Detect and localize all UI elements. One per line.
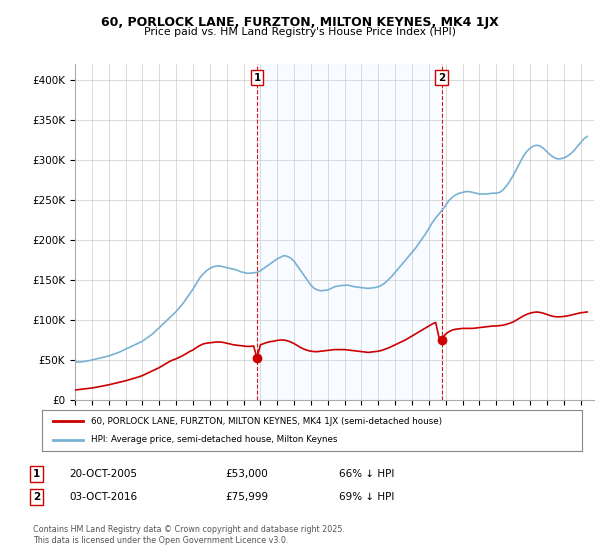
Text: 1: 1 (253, 73, 260, 83)
Bar (257, 64, 442, 400)
Text: 1: 1 (33, 469, 40, 479)
Text: 66% ↓ HPI: 66% ↓ HPI (339, 469, 394, 479)
Text: £53,000: £53,000 (225, 469, 268, 479)
Text: 03-OCT-2016: 03-OCT-2016 (69, 492, 137, 502)
Text: 69% ↓ HPI: 69% ↓ HPI (339, 492, 394, 502)
Text: 20-OCT-2005: 20-OCT-2005 (69, 469, 137, 479)
Text: 2: 2 (33, 492, 40, 502)
Text: 60, PORLOCK LANE, FURZTON, MILTON KEYNES, MK4 1JX: 60, PORLOCK LANE, FURZTON, MILTON KEYNES… (101, 16, 499, 29)
Text: 2: 2 (438, 73, 445, 83)
Text: Contains HM Land Registry data © Crown copyright and database right 2025.
This d: Contains HM Land Registry data © Crown c… (33, 525, 345, 545)
Text: 60, PORLOCK LANE, FURZTON, MILTON KEYNES, MK4 1JX (semi-detached house): 60, PORLOCK LANE, FURZTON, MILTON KEYNES… (91, 417, 442, 426)
Text: Price paid vs. HM Land Registry's House Price Index (HPI): Price paid vs. HM Land Registry's House … (144, 27, 456, 37)
Text: £75,999: £75,999 (225, 492, 268, 502)
Text: HPI: Average price, semi-detached house, Milton Keynes: HPI: Average price, semi-detached house,… (91, 436, 337, 445)
